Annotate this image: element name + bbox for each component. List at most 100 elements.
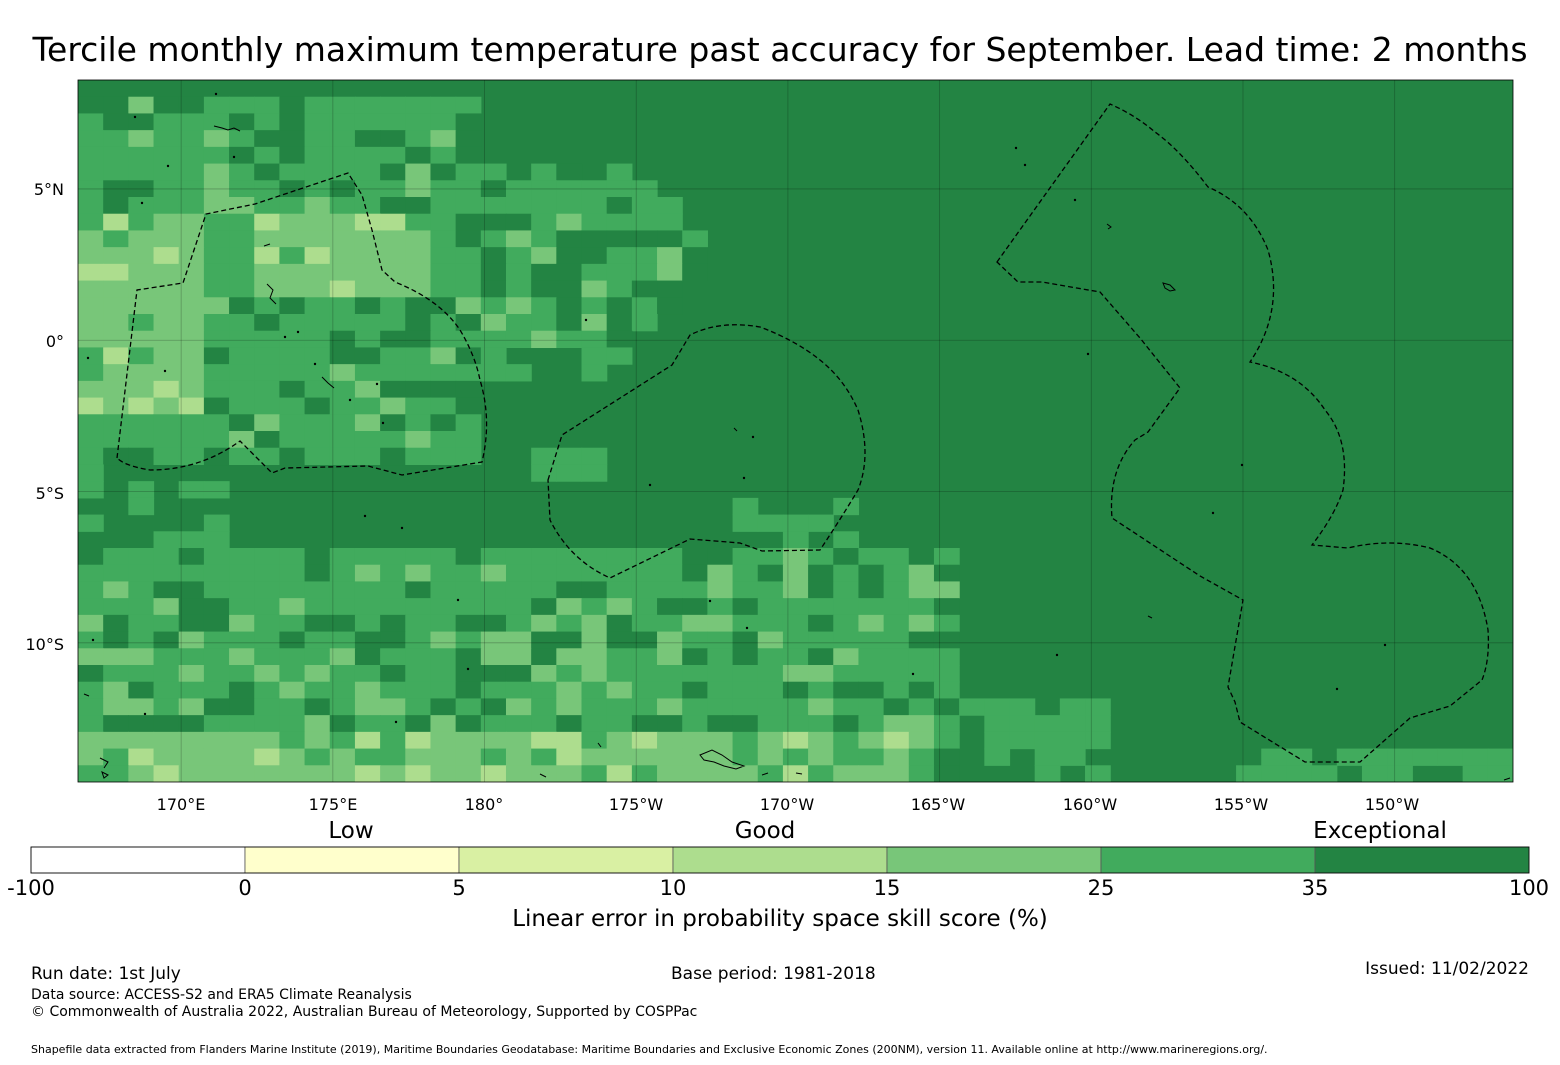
skill-cell [254, 665, 281, 683]
skill-cell [858, 765, 885, 782]
colorbar-tick-label: 15 [873, 876, 901, 900]
skill-cell [657, 765, 683, 782]
island-outline [321, 376, 335, 389]
skill-cell [606, 648, 633, 666]
skill-cell [808, 665, 834, 683]
skill-cell [405, 364, 432, 382]
skill-cell [657, 631, 683, 649]
shapefile-credit: Shapefile data extracted from Flanders M… [31, 1043, 1268, 1056]
skill-cell [178, 665, 205, 683]
skill-cell [78, 247, 104, 265]
skill-cell [380, 614, 406, 633]
skill-cell [782, 581, 809, 599]
skill-cell [128, 314, 155, 332]
skill-cell [103, 698, 129, 716]
skill-cell [329, 180, 356, 198]
skill-cell [430, 715, 457, 733]
skill-cell [178, 447, 205, 466]
skill-cell [103, 598, 129, 616]
skill-cell [329, 715, 356, 733]
skill-cell [254, 330, 281, 349]
skill-cell [732, 497, 759, 516]
skill-cell [380, 631, 406, 649]
skill-cell [279, 314, 306, 332]
skill-cell [103, 648, 129, 666]
skill-cell [531, 314, 557, 332]
skill-cell [279, 748, 306, 766]
skill-cell [153, 364, 180, 382]
skill-cell [606, 581, 633, 599]
skill-cell [505, 665, 532, 683]
island-outline [1106, 223, 1112, 230]
skill-cell [858, 548, 885, 566]
skill-cell [103, 280, 129, 298]
skill-cell [354, 280, 381, 298]
coastlines [83, 125, 1511, 781]
skill-cell [908, 631, 935, 649]
skill-cell [833, 648, 860, 666]
skill-cell [782, 614, 809, 633]
skill-cell [153, 531, 180, 549]
skill-cell [556, 748, 583, 766]
skill-cell [657, 213, 683, 232]
skill-cell [808, 581, 834, 599]
skill-cell [430, 180, 457, 198]
skill-cell [178, 263, 205, 282]
skill-cell [833, 748, 860, 766]
skill-cell [581, 330, 608, 349]
skill-cell [531, 631, 557, 649]
skill-cell [329, 731, 356, 750]
skill-cell [858, 581, 885, 599]
skill-cell [128, 146, 155, 165]
skill-cell [480, 598, 507, 616]
skill-cell [103, 447, 129, 466]
skill-cell [329, 765, 356, 782]
skill-cell [606, 263, 633, 282]
skill-cell [480, 715, 507, 733]
skill-cell [178, 213, 205, 232]
skill-cell [505, 263, 532, 282]
skill-cell [430, 213, 457, 232]
skill-cell [405, 765, 432, 782]
skill-cell [354, 397, 381, 415]
skill-cell [178, 698, 205, 716]
skill-cell [380, 213, 406, 232]
skill-cell [380, 665, 406, 683]
skill-cell [707, 564, 734, 583]
skill-cell [455, 113, 482, 131]
skill-cell [279, 447, 306, 466]
skill-cell [103, 681, 129, 700]
skill-cell [455, 765, 482, 782]
skill-cell [1387, 748, 1413, 766]
colorbar-bin [1314, 846, 1530, 874]
skill-cell [103, 213, 129, 232]
skill-cell [581, 464, 608, 482]
skill-cell [808, 648, 834, 666]
skill-cell [1009, 698, 1036, 716]
skill-cell [103, 748, 129, 766]
copyright: © Commonwealth of Australia 2022, Austra… [31, 1004, 698, 1020]
skill-cell [304, 330, 331, 349]
skill-cell [78, 146, 104, 165]
skill-cell [732, 748, 759, 766]
skill-cell [858, 731, 885, 750]
skill-cell [505, 631, 532, 649]
skill-cell [1336, 748, 1363, 766]
skill-cell [908, 548, 935, 566]
skill-cell [229, 447, 255, 466]
skill-cell [203, 113, 230, 131]
skill-cell [304, 648, 331, 666]
skill-cell [531, 213, 557, 232]
skill-cell [556, 314, 583, 332]
skill-cell [380, 748, 406, 766]
skill-cell [657, 197, 683, 215]
skill-cell [682, 665, 708, 683]
island-outline [761, 772, 769, 776]
skill-cell [757, 581, 784, 599]
skill-cell [908, 648, 935, 666]
skill-cell [254, 113, 281, 131]
skill-cell [128, 380, 155, 399]
skill-cell [933, 715, 960, 733]
skill-cell [153, 197, 180, 215]
category-label-good: Good [734, 818, 796, 844]
